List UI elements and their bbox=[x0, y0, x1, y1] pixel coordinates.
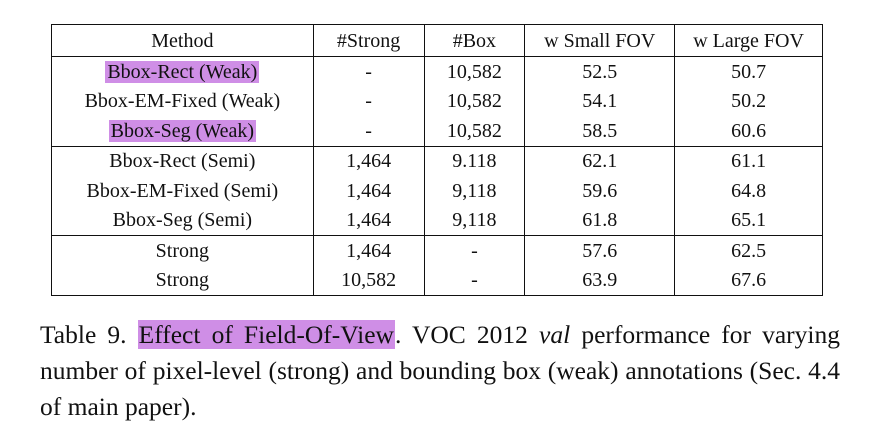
header-strong: #Strong bbox=[312, 24, 425, 57]
small-fov-cell: 54.1 bbox=[524, 86, 676, 116]
strong-cell: 1,464 bbox=[312, 235, 425, 266]
strong-cell: 10,582 bbox=[312, 265, 425, 296]
strong-cell: - bbox=[312, 116, 425, 146]
table-row: Strong 1,464 - 57.6 62.5 bbox=[51, 235, 823, 266]
group-semi: Bbox-Rect (Semi) 1,464 9.118 62.1 61.1 B… bbox=[51, 145, 823, 236]
caption-highlight: Effect of Field-Of-View bbox=[137, 319, 395, 349]
results-table-container: Method #Strong #Box w Small FOV w Large … bbox=[51, 24, 823, 296]
group-weak: Bbox-Rect (Weak) - 10,582 52.5 50.7 Bbox… bbox=[51, 56, 823, 146]
small-fov-cell: 61.8 bbox=[524, 205, 676, 236]
caption-text-a: . VOC 2012 bbox=[394, 319, 540, 349]
header-row: Method #Strong #Box w Small FOV w Large … bbox=[51, 24, 823, 57]
table-row: Bbox-Seg (Weak) - 10,582 58.5 60.6 bbox=[51, 116, 823, 146]
small-fov-cell: 59.6 bbox=[524, 176, 676, 206]
small-fov-cell: 63.9 bbox=[524, 265, 676, 296]
box-cell: 10,582 bbox=[423, 116, 526, 146]
method-cell: Bbox-Seg (Semi) bbox=[51, 205, 314, 236]
method-cell: Bbox-Seg (Weak) bbox=[51, 116, 314, 146]
group-strong: Strong 1,464 - 57.6 62.5 Strong 10,582 -… bbox=[51, 235, 823, 296]
small-fov-cell: 57.6 bbox=[524, 235, 676, 266]
large-fov-cell: 61.1 bbox=[674, 145, 823, 176]
method-cell: Bbox-Rect (Weak) bbox=[51, 56, 314, 87]
large-fov-cell: 60.6 bbox=[674, 116, 823, 146]
method-cell: Bbox-EM-Fixed (Weak) bbox=[51, 86, 314, 116]
table-row: Bbox-Rect (Weak) - 10,582 52.5 50.7 bbox=[51, 56, 823, 87]
strong-cell: 1,464 bbox=[312, 145, 425, 176]
table-row: Bbox-Seg (Semi) 1,464 9,118 61.8 65.1 bbox=[51, 205, 823, 236]
small-fov-cell: 58.5 bbox=[524, 116, 676, 146]
box-cell: 9.118 bbox=[423, 145, 526, 176]
small-fov-cell: 52.5 bbox=[524, 56, 676, 87]
box-cell: 9,118 bbox=[423, 176, 526, 206]
small-fov-cell: 62.1 bbox=[524, 145, 676, 176]
header-large-fov: w Large FOV bbox=[674, 24, 823, 57]
strong-cell: - bbox=[312, 56, 425, 87]
box-cell: 10,582 bbox=[423, 56, 526, 87]
table-row: Bbox-EM-Fixed (Weak) - 10,582 54.1 50.2 bbox=[51, 86, 823, 116]
large-fov-cell: 62.5 bbox=[674, 235, 823, 266]
table-caption: Table 9. Effect of Field-Of-View. VOC 20… bbox=[40, 317, 840, 425]
strong-cell: 1,464 bbox=[312, 205, 425, 236]
box-cell: 9,118 bbox=[423, 205, 526, 236]
caption-label: Table 9. bbox=[40, 319, 127, 349]
strong-cell: 1,464 bbox=[312, 176, 425, 206]
caption-italic: val bbox=[539, 319, 571, 349]
table-row: Bbox-EM-Fixed (Semi) 1,464 9,118 59.6 64… bbox=[51, 176, 823, 206]
large-fov-cell: 50.2 bbox=[674, 86, 823, 116]
header-box: #Box bbox=[423, 24, 526, 57]
large-fov-cell: 50.7 bbox=[674, 56, 823, 87]
header-small-fov: w Small FOV bbox=[524, 24, 676, 57]
highlighted-method: Bbox-Seg (Weak) bbox=[108, 119, 257, 142]
large-fov-cell: 65.1 bbox=[674, 205, 823, 236]
results-table: Method #Strong #Box w Small FOV w Large … bbox=[51, 24, 823, 296]
caption-text-b: performance for varying number of pixel-… bbox=[40, 319, 841, 421]
strong-cell: - bbox=[312, 86, 425, 116]
box-cell: - bbox=[423, 235, 526, 266]
box-cell: - bbox=[423, 265, 526, 296]
method-cell: Bbox-EM-Fixed (Semi) bbox=[51, 176, 314, 206]
table-row: Strong 10,582 - 63.9 67.6 bbox=[51, 265, 823, 296]
box-cell: 10,582 bbox=[423, 86, 526, 116]
method-cell: Strong bbox=[51, 265, 314, 296]
large-fov-cell: 64.8 bbox=[674, 176, 823, 206]
method-cell: Strong bbox=[51, 235, 314, 266]
highlighted-method: Bbox-Rect (Weak) bbox=[105, 60, 260, 83]
table-header: Method #Strong #Box w Small FOV w Large … bbox=[51, 24, 823, 57]
large-fov-cell: 67.6 bbox=[674, 265, 823, 296]
table-row: Bbox-Rect (Semi) 1,464 9.118 62.1 61.1 bbox=[51, 145, 823, 176]
method-cell: Bbox-Rect (Semi) bbox=[51, 145, 314, 176]
header-method: Method bbox=[51, 24, 314, 57]
